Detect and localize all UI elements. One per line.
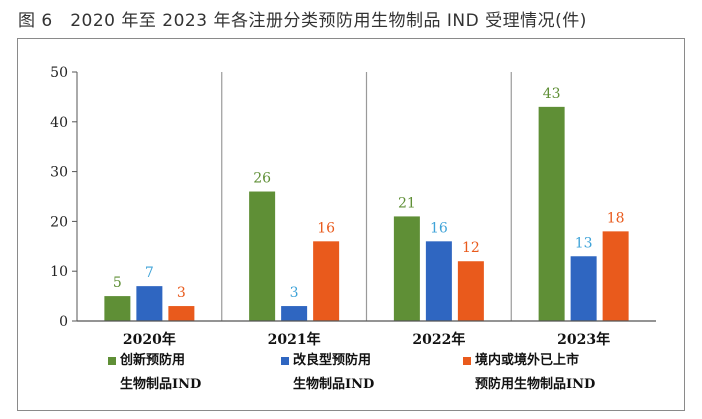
- data-label: 21: [398, 195, 416, 211]
- data-label: 7: [145, 265, 154, 281]
- data-label: 16: [317, 220, 335, 236]
- bar: [249, 191, 276, 321]
- legend-label-improved-line1: 改良型预防用: [293, 353, 372, 368]
- data-label: 3: [177, 285, 186, 301]
- bar: [538, 106, 565, 321]
- y-tick-label: 10: [50, 264, 68, 280]
- bar: [457, 261, 484, 321]
- bar: [602, 231, 629, 321]
- legend-swatch-improved: [281, 357, 289, 365]
- figure-title: 图 6 2020 年至 2023 年各注册分类预防用生物制品 IND 受理情况(…: [18, 11, 587, 31]
- legend-label-improved-line2: 生物制品IND: [293, 377, 375, 392]
- bar: [393, 216, 420, 321]
- data-label: 13: [575, 235, 593, 251]
- x-tick-label: 2021年: [268, 331, 321, 348]
- data-label: 3: [290, 285, 299, 301]
- bar: [136, 286, 163, 321]
- y-tick-label: 30: [50, 165, 68, 181]
- bar: [281, 306, 308, 321]
- legend-label-marketed-line1: 境内或境外已上市: [475, 353, 580, 368]
- legend-label-innovative-line1: 创新预防用: [120, 353, 186, 368]
- bar: [104, 296, 131, 321]
- bar: [313, 241, 340, 321]
- y-tick-label: 20: [50, 214, 68, 230]
- bar: [168, 306, 195, 321]
- data-label: 26: [253, 171, 271, 187]
- legend-swatch-innovative: [108, 357, 116, 365]
- bar: [570, 256, 597, 321]
- legend-item-innovative: 创新预防用 生物制品IND: [108, 349, 201, 397]
- legend-label-innovative-line2: 生物制品IND: [120, 377, 202, 392]
- data-label: 43: [543, 86, 561, 102]
- legend-label-marketed-line2: 预防用生物制品IND: [475, 377, 596, 392]
- bar: [425, 241, 452, 321]
- x-tick-label: 2020年: [123, 331, 176, 348]
- data-label: 5: [113, 275, 122, 291]
- legend-swatch-marketed: [463, 357, 471, 365]
- y-tick-label: 0: [59, 314, 68, 330]
- x-tick-label: 2022年: [412, 331, 465, 348]
- data-label: 12: [462, 240, 480, 256]
- x-tick-label: 2023年: [557, 331, 610, 348]
- y-tick-label: 40: [50, 115, 68, 131]
- data-label: 18: [607, 210, 625, 226]
- y-tick-label: 50: [50, 65, 68, 81]
- legend-item-marketed: 境内或境外已上市 预防用生物制品IND: [463, 349, 595, 397]
- data-label: 16: [430, 220, 448, 236]
- legend-item-improved: 改良型预防用 生物制品IND: [281, 349, 374, 397]
